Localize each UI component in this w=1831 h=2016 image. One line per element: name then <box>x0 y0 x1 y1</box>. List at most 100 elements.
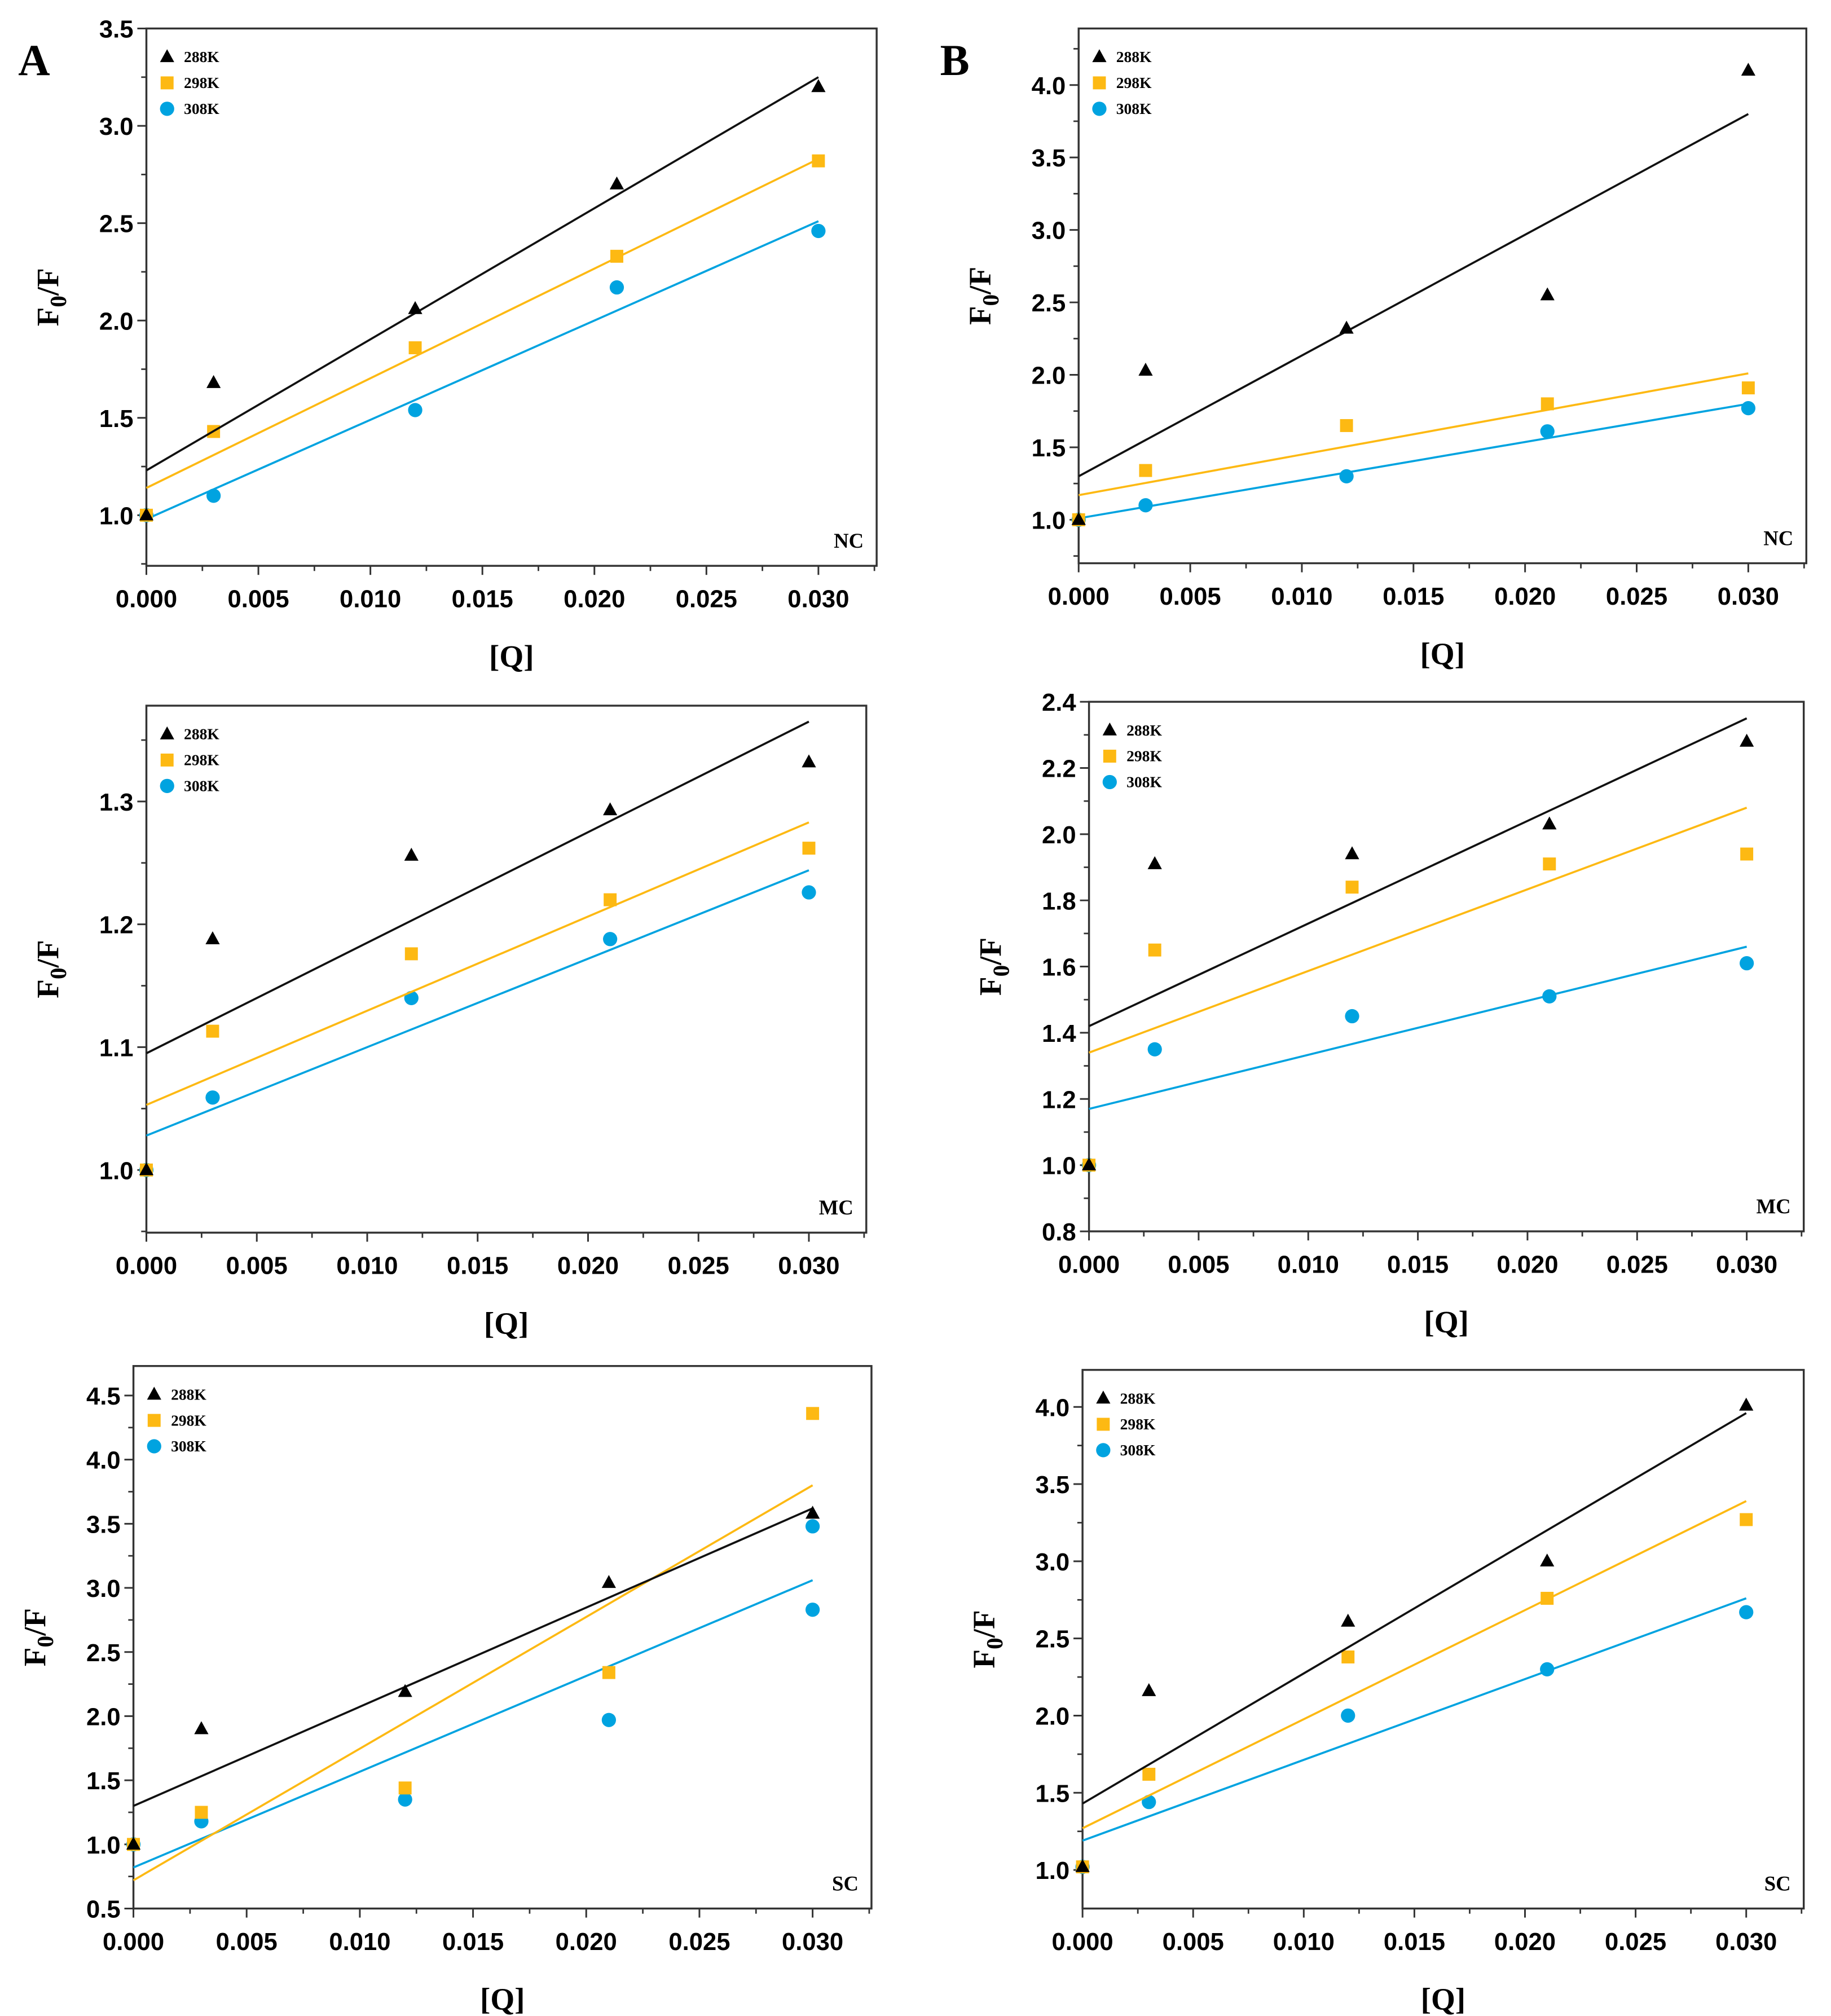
fit-line-288K <box>146 720 809 1054</box>
x-tick-label: 0.030 <box>1718 583 1779 610</box>
y-label-part: F <box>30 307 65 327</box>
x-axis-label: [Q] <box>1421 1982 1466 2016</box>
y-tick-label: 1.2 <box>99 912 134 939</box>
panel-condition-label: MC <box>819 1196 853 1219</box>
data-point-circle <box>1739 1605 1754 1619</box>
y-tick-label: 1.4 <box>1042 1020 1076 1047</box>
x-tick-label: 0.030 <box>1716 1251 1777 1278</box>
data-point-circle <box>1739 956 1754 971</box>
y-label-subscript: 0 <box>978 294 1003 306</box>
legend: 288K 298K 308K <box>160 725 219 795</box>
series-288K <box>1081 717 1754 1170</box>
y-tick-label: 2.0 <box>1042 822 1076 849</box>
x-tick-label: 0.015 <box>452 586 513 613</box>
y-tick-label: 2.0 <box>86 1704 121 1731</box>
data-point-triangle <box>408 301 422 314</box>
data-point-square <box>1142 1767 1156 1781</box>
legend-label-308K: 308K <box>1116 100 1152 117</box>
data-point-triangle <box>1071 512 1086 525</box>
data-point-square <box>1543 857 1556 871</box>
data-point-triangle <box>205 931 220 944</box>
series-288K <box>139 720 816 1176</box>
series-298K <box>1072 372 1755 526</box>
x-tick-label: 0.020 <box>557 1253 619 1280</box>
legend: 288K 298K 308K <box>1096 1389 1156 1459</box>
fit-line-308K <box>133 1579 813 1869</box>
x-tick-label: 0.005 <box>228 586 289 613</box>
y-tick-label: 1.0 <box>1036 1857 1070 1885</box>
y-axis-label: F0/F <box>30 268 71 326</box>
fit-line-298K <box>146 158 819 489</box>
data-point-triangle <box>1341 1613 1355 1627</box>
data-point-square <box>1740 847 1754 861</box>
x-tick-label: 0.010 <box>1273 1929 1335 1956</box>
data-point-square <box>1740 1513 1753 1526</box>
y-axis-label: F0/F <box>973 937 1014 996</box>
y-axis-label: F0/F <box>967 1610 1007 1668</box>
legend-label-288K: 288K <box>1116 48 1152 65</box>
y-tick-label: 4.5 <box>86 1383 121 1410</box>
data-point-square <box>1341 1650 1355 1663</box>
data-point-triangle <box>1739 733 1754 747</box>
x-axis-label: [Q] <box>480 1982 525 2016</box>
panel-condition-label: MC <box>1757 1195 1791 1218</box>
y-tick-label: 0.8 <box>1042 1219 1076 1246</box>
x-tick-label: 0.000 <box>116 586 177 613</box>
data-point-square <box>604 893 617 906</box>
legend-label-288K: 288K <box>184 48 219 65</box>
y-label-subscript: 0 <box>32 1636 58 1648</box>
legend: 288K 298K 308K <box>1092 48 1152 117</box>
data-point-triangle <box>805 1506 820 1519</box>
y-tick-label: 2.0 <box>1032 363 1066 390</box>
data-point-triangle <box>1138 363 1153 376</box>
legend: 288K 298K 308K <box>147 1385 206 1455</box>
chart-panel-5: 0.000 0.005 0.010 0.015 0.020 0.025 0.030 0.5 1.… <box>17 1364 873 2016</box>
y-tick-label: 2.5 <box>86 1640 121 1667</box>
data-point-circle <box>601 1713 617 1727</box>
y-tick-label: 3.5 <box>86 1511 121 1538</box>
data-point-circle <box>1345 1009 1359 1024</box>
legend-marker-298K <box>1097 1418 1110 1431</box>
y-tick-label: 2.2 <box>1042 756 1076 783</box>
data-point-square <box>1345 881 1359 894</box>
plot-frame <box>145 705 868 1234</box>
data-point-circle <box>1540 1662 1555 1677</box>
data-point-triangle <box>1542 816 1557 830</box>
legend-label-308K: 308K <box>1120 1441 1156 1459</box>
fit-line-308K <box>1078 403 1749 520</box>
legend-marker-298K <box>147 1414 161 1427</box>
data-point-triangle <box>404 847 419 861</box>
x-tick-label: 0.030 <box>787 586 849 613</box>
legend-marker-288K <box>1092 49 1107 63</box>
x-tick-label: 0.005 <box>1163 1929 1224 1956</box>
y-tick-label: 1.5 <box>1032 435 1066 462</box>
y-tick-label: 1.1 <box>99 1035 134 1062</box>
y-tick-label: 1.0 <box>1032 508 1066 535</box>
y-label-part: /F <box>30 268 65 296</box>
fit-line-308K <box>146 869 809 1137</box>
y-label-part: F <box>17 1648 52 1667</box>
data-point-triangle <box>1345 846 1359 860</box>
fit-line-298K <box>1082 1500 1747 1829</box>
fit-line-308K <box>1089 945 1748 1110</box>
x-tick-label: 0.020 <box>556 1929 617 1956</box>
legend-label-298K: 298K <box>171 1411 206 1429</box>
legend-label-288K: 288K <box>1126 721 1162 739</box>
y-tick-label: 3.5 <box>1032 145 1066 172</box>
legend-label-288K: 288K <box>184 725 219 743</box>
plot-frame <box>1088 701 1805 1233</box>
data-point-circle <box>805 1603 820 1617</box>
x-tick-label: 0.030 <box>782 1929 843 1956</box>
x-tick-label: 0.030 <box>1715 1929 1777 1956</box>
series-298K <box>1076 1500 1753 1874</box>
y-tick-label: 1.5 <box>86 1768 121 1795</box>
panel-condition-label: NC <box>1763 526 1793 549</box>
legend-label-298K: 298K <box>1126 747 1162 765</box>
legend-label-298K: 298K <box>184 751 219 769</box>
plot-frame <box>1077 27 1807 565</box>
legend-marker-288K <box>1096 1390 1111 1404</box>
x-tick-label: 0.020 <box>1494 1929 1556 1956</box>
x-axis-label: [Q] <box>1420 637 1465 671</box>
x-tick-label: 0.015 <box>447 1253 508 1280</box>
data-point-square <box>610 249 623 263</box>
